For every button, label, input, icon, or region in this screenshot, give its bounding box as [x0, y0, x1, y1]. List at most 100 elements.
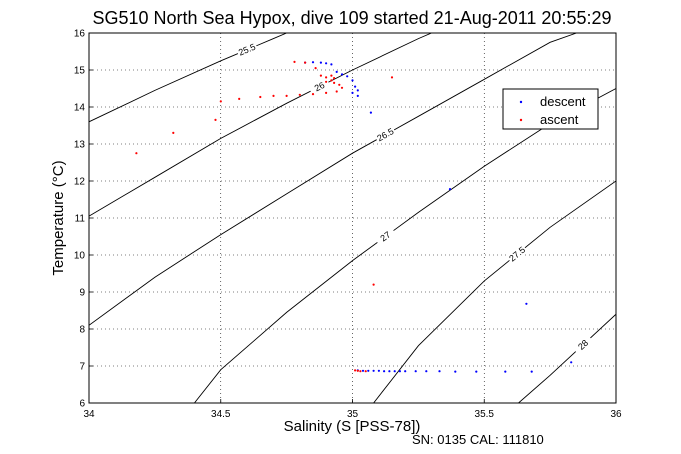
point-descent — [530, 370, 533, 373]
legend: descent ascent — [502, 88, 599, 130]
legend-label-ascent: ascent — [540, 112, 579, 127]
contour-line-28 — [518, 313, 616, 403]
y-axis-ticks: 6 7 8 9 10 11 12 13 14 15 16 — [74, 29, 93, 410]
point-descent — [570, 361, 573, 364]
point-ascent — [259, 95, 262, 99]
x-axis-label: Salinity (S [PSS-78]) — [284, 418, 421, 435]
point-descent — [398, 370, 401, 373]
point-descent — [351, 79, 354, 82]
point-descent — [325, 62, 328, 65]
contour-label-bg — [235, 41, 259, 59]
y-tick-label: 10 — [74, 251, 86, 262]
point-descent — [354, 85, 357, 88]
point-descent — [425, 370, 428, 373]
contour-line-26 — [89, 33, 432, 217]
point-ascent — [304, 61, 307, 64]
contour-label-27: 27 — [378, 229, 392, 243]
point-ascent — [354, 369, 357, 372]
point-ascent — [314, 67, 317, 70]
contour-label-bg — [374, 125, 397, 144]
point-ascent — [298, 93, 301, 96]
point-descent — [356, 89, 359, 92]
point-descent — [525, 302, 528, 305]
y-tick-label: 16 — [74, 29, 86, 40]
y-tick-label: 13 — [74, 140, 86, 151]
y-tick-label: 7 — [79, 362, 85, 373]
y-tick-label: 15 — [74, 66, 86, 77]
y-tick-label: 11 — [75, 214, 86, 225]
point-ascent — [219, 100, 222, 103]
point-descent — [383, 370, 386, 373]
point-descent — [367, 369, 370, 372]
legend-marker-ascent — [519, 118, 523, 122]
point-descent — [393, 370, 396, 373]
point-ascent — [364, 370, 367, 373]
point-ascent — [325, 76, 328, 79]
point-ascent — [372, 283, 375, 286]
point-descent — [372, 369, 375, 372]
x-axis-ticks: 34 34.5 35 35.5 36 — [83, 399, 622, 420]
point-ascent — [333, 81, 336, 84]
point-descent — [319, 61, 322, 64]
contour-label-bg — [506, 243, 529, 265]
point-descent — [414, 370, 417, 373]
point-descent — [330, 63, 333, 66]
point-ascent — [325, 80, 328, 83]
y-axis-label: Temperature (°C) — [50, 160, 67, 275]
point-ascent — [330, 79, 333, 82]
contour-label-bg — [374, 226, 397, 247]
point-descent — [404, 370, 407, 373]
point-descent — [438, 370, 441, 373]
point-ascent — [272, 94, 275, 97]
chart-title: SG510 North Sea Hypox, dive 109 started … — [92, 8, 611, 28]
y-tick-label: 9 — [79, 288, 85, 299]
point-ascent — [238, 97, 241, 100]
point-ascent — [293, 60, 296, 64]
point-ascent — [335, 90, 338, 93]
contour-line-27-5 — [373, 180, 616, 403]
point-descent — [454, 370, 457, 373]
point-ascent — [333, 77, 336, 80]
point-ascent — [330, 74, 333, 77]
x-tick-label: 34.5 — [211, 409, 231, 420]
x-tick-label: 34 — [83, 409, 95, 420]
point-descent — [448, 188, 452, 191]
point-ascent — [359, 370, 362, 373]
contour-line-26-5 — [89, 33, 577, 326]
point-ascent — [356, 369, 359, 372]
data-points — [135, 60, 573, 373]
point-descent — [369, 111, 372, 114]
contour-label-bg — [572, 334, 594, 356]
point-descent — [356, 94, 359, 97]
legend-label-descent: descent — [540, 94, 586, 109]
point-ascent — [135, 152, 138, 155]
y-tick-label: 8 — [79, 325, 85, 336]
point-descent — [504, 370, 507, 373]
point-descent — [361, 369, 365, 372]
serial-calibration-note: SN: 0135 CAL: 111810 — [412, 432, 544, 447]
point-ascent — [172, 131, 175, 134]
x-tick-label: 36 — [610, 409, 622, 420]
y-tick-label: 14 — [74, 103, 86, 114]
point-ascent — [390, 76, 394, 79]
point-ascent — [325, 91, 328, 94]
point-descent — [388, 370, 391, 373]
point-ascent — [340, 86, 344, 89]
contour-label-28: 28 — [576, 338, 590, 352]
legend-marker-descent — [519, 100, 523, 104]
point-ascent — [311, 93, 315, 96]
y-tick-label: 12 — [74, 177, 86, 188]
y-tick-label: 6 — [79, 399, 85, 410]
point-descent — [340, 73, 344, 76]
point-ascent — [338, 83, 341, 86]
legend-box — [502, 88, 599, 130]
contour-label-26: 26 — [313, 80, 326, 93]
point-ascent — [285, 94, 288, 97]
point-descent — [351, 91, 354, 94]
point-ascent — [319, 74, 322, 77]
point-descent — [475, 370, 478, 373]
x-tick-label: 35 — [347, 409, 359, 420]
point-descent — [335, 70, 338, 73]
